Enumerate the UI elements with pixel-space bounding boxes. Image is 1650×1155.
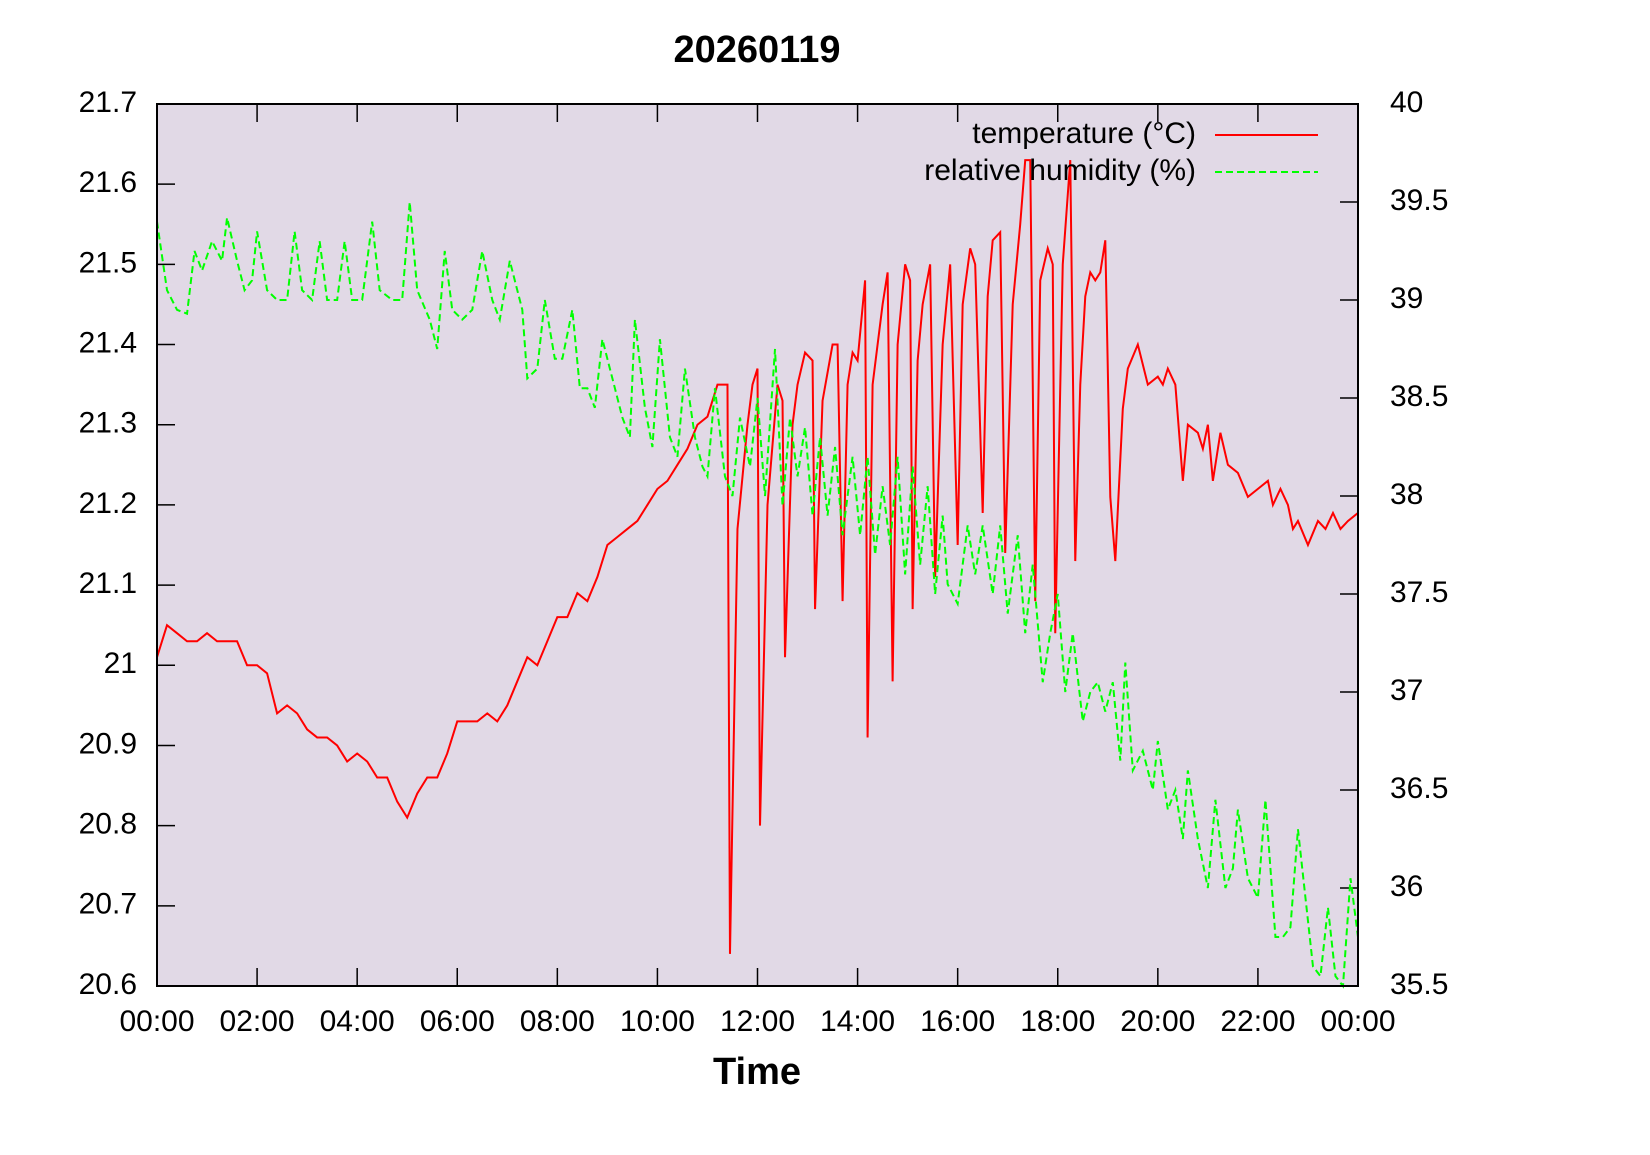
y2-tick-label: 40 bbox=[1390, 86, 1423, 119]
x-tick-label: 04:00 bbox=[320, 1005, 395, 1038]
x-tick-label: 16:00 bbox=[920, 1005, 995, 1038]
y2-tick-label: 39 bbox=[1390, 282, 1423, 315]
y2-tick-label: 36 bbox=[1390, 870, 1423, 903]
y2-tick-label: 39.5 bbox=[1390, 184, 1448, 217]
data-line bbox=[156, 159, 1359, 954]
x-tick-label: 00:00 bbox=[119, 1005, 194, 1038]
y2-tick-label: 35.5 bbox=[1390, 968, 1448, 1001]
x-axis-label: Time bbox=[713, 1051, 801, 1093]
x-tick-label: 06:00 bbox=[420, 1005, 495, 1038]
x-tick-label: 10:00 bbox=[620, 1005, 695, 1038]
plot-frame bbox=[156, 103, 1359, 987]
y-tick-label: 20.8 bbox=[79, 808, 137, 841]
x-tick-label: 22:00 bbox=[1220, 1005, 1295, 1038]
y2-tick-label: 37 bbox=[1390, 674, 1423, 707]
y-tick-label: 21.1 bbox=[79, 567, 137, 600]
legend-label: temperature (°C) bbox=[972, 117, 1196, 150]
data-line bbox=[156, 201, 1359, 989]
y-tick-label: 21 bbox=[104, 647, 137, 680]
y-tick-label: 20.9 bbox=[79, 727, 137, 760]
y2-tick-label: 38 bbox=[1390, 478, 1423, 511]
y2-tick-label: 38.5 bbox=[1390, 380, 1448, 413]
y-tick-label: 20.6 bbox=[79, 968, 137, 1001]
y2-tick-label: 36.5 bbox=[1390, 772, 1448, 805]
x-tick-label: 12:00 bbox=[720, 1005, 795, 1038]
x-tick-label: 08:00 bbox=[520, 1005, 595, 1038]
y-tick-label: 21.2 bbox=[79, 487, 137, 520]
y-tick-label: 21.7 bbox=[79, 86, 137, 119]
x-tick-label: 18:00 bbox=[1020, 1005, 1095, 1038]
y-tick-label: 21.5 bbox=[79, 246, 137, 279]
y-tick-label: 21.6 bbox=[79, 166, 137, 199]
y2-tick-label: 37.5 bbox=[1390, 576, 1448, 609]
x-tick-label: 00:00 bbox=[1320, 1005, 1395, 1038]
y-tick-label: 21.3 bbox=[79, 407, 137, 440]
chart-title: 20260119 bbox=[674, 29, 841, 71]
x-tick-label: 14:00 bbox=[820, 1005, 895, 1038]
y-tick-label: 21.4 bbox=[79, 326, 137, 359]
legend-label: relative humidity (%) bbox=[924, 154, 1196, 187]
x-tick-label: 02:00 bbox=[220, 1005, 295, 1038]
x-tick-label: 20:00 bbox=[1120, 1005, 1195, 1038]
y-tick-label: 20.7 bbox=[79, 888, 137, 921]
